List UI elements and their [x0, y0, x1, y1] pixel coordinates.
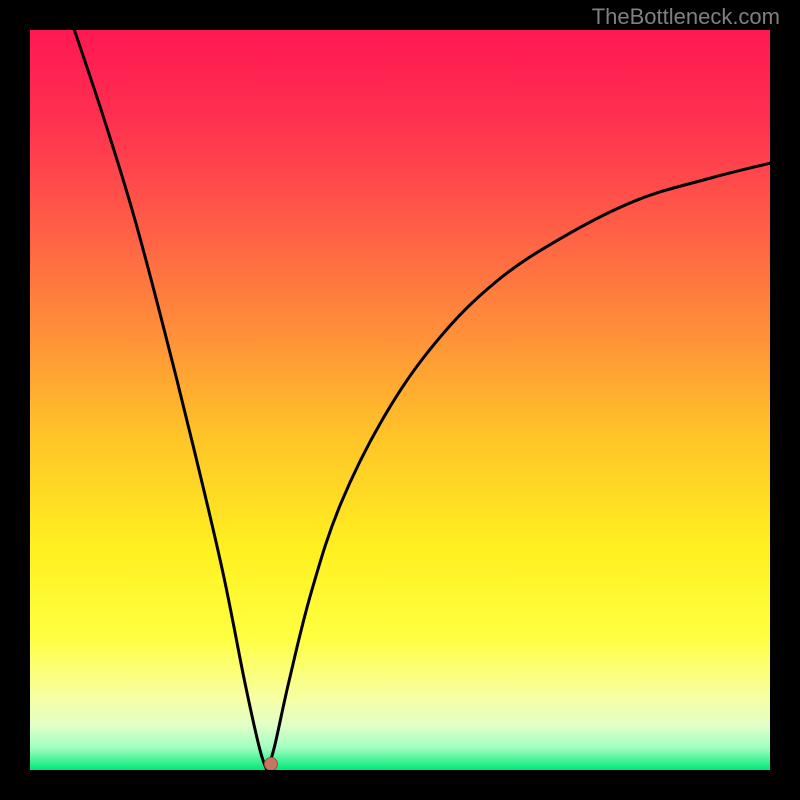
- watermark-text: TheBottleneck.com: [592, 4, 780, 30]
- optimum-marker: [264, 757, 278, 770]
- bottleneck-curve: [30, 30, 770, 770]
- plot-area: [30, 30, 770, 770]
